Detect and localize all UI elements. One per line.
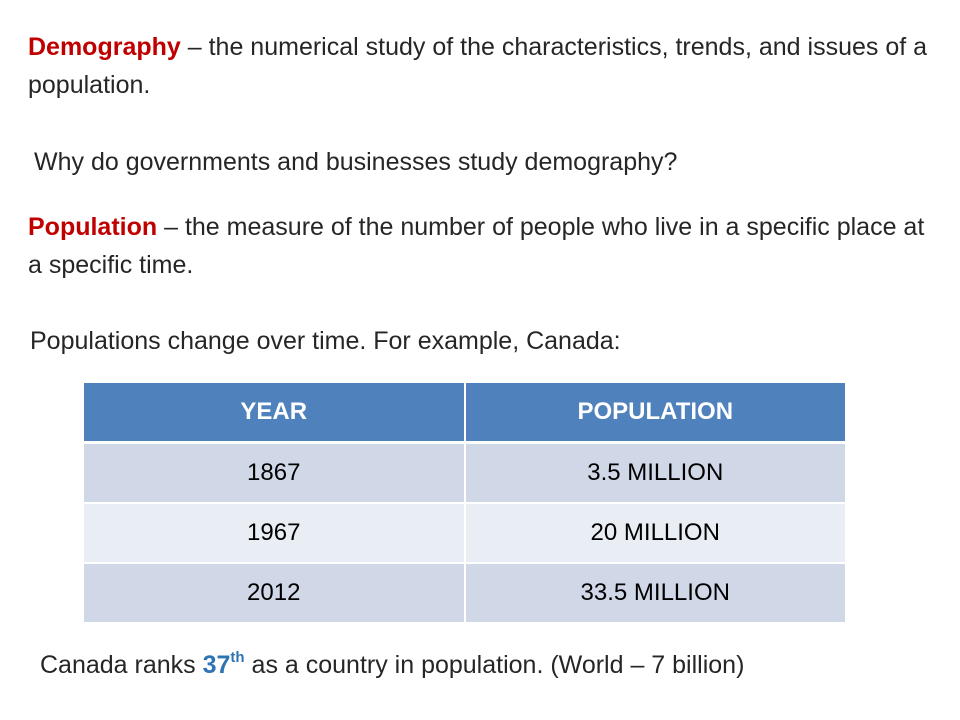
- column-header-population: POPULATION: [464, 383, 845, 444]
- population-definition-text: – the measure of the number of people wh…: [28, 213, 925, 279]
- rank-text-before: Canada ranks: [40, 651, 203, 679]
- table-row: 2012 33.5 MILLION: [84, 563, 845, 624]
- table-row: 1967 20 MILLION: [84, 503, 845, 564]
- demography-definition-text: – the numerical study of the characteris…: [28, 33, 928, 99]
- demography-term: Demography: [28, 33, 181, 61]
- demography-definition: Demography – the numerical study of the …: [28, 28, 938, 104]
- population-table: YEAR POPULATION 1867 3.5 MILLION 1967 20…: [84, 383, 845, 624]
- table-header-row: YEAR POPULATION: [84, 383, 845, 444]
- canada-rank-statement: Canada ranks 37th as a country in popula…: [40, 646, 940, 684]
- year-cell: 1867: [84, 442, 466, 504]
- population-cell: 33.5 MILLION: [464, 563, 845, 624]
- population-term: Population: [28, 213, 158, 241]
- rank-suffix: th: [230, 648, 245, 666]
- year-cell: 2012: [84, 563, 466, 624]
- table-row: 1867 3.5 MILLION: [84, 442, 845, 504]
- year-cell: 1967: [84, 503, 466, 564]
- example-intro: Populations change over time. For exampl…: [30, 327, 621, 355]
- rank-number: 37: [202, 651, 231, 679]
- population-definition: Population – the measure of the number o…: [28, 208, 928, 284]
- rank-text-after: as a country in population. (World – 7 b…: [244, 651, 745, 679]
- population-cell: 20 MILLION: [464, 503, 845, 564]
- column-header-year: YEAR: [84, 383, 466, 444]
- population-cell: 3.5 MILLION: [464, 442, 845, 504]
- study-question: Why do governments and businesses study …: [34, 148, 678, 176]
